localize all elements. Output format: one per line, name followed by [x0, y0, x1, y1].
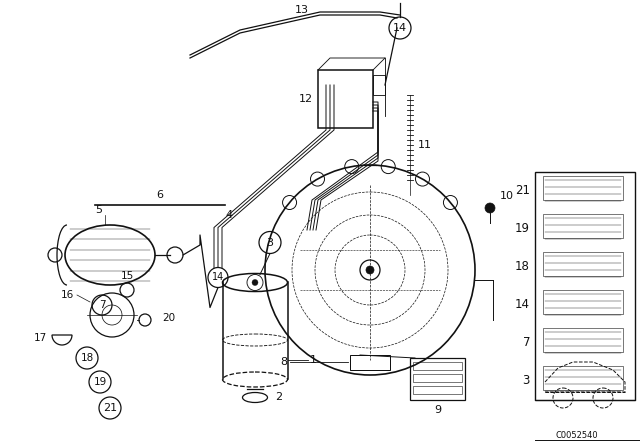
- Text: 4: 4: [225, 210, 232, 220]
- Text: 18: 18: [515, 259, 530, 272]
- Text: 1: 1: [310, 355, 317, 365]
- Text: 8: 8: [280, 357, 287, 367]
- Circle shape: [485, 203, 495, 213]
- Text: 17: 17: [34, 333, 47, 343]
- Text: 19: 19: [515, 221, 530, 234]
- Bar: [543, 366, 623, 390]
- Bar: [543, 290, 623, 314]
- Text: 12: 12: [299, 94, 313, 104]
- Circle shape: [366, 266, 374, 274]
- Text: 10: 10: [500, 191, 514, 201]
- Text: 9: 9: [434, 405, 441, 415]
- Text: 21: 21: [515, 184, 530, 197]
- Bar: [373, 75, 385, 95]
- Text: 20: 20: [162, 313, 175, 323]
- Bar: [543, 176, 623, 200]
- Text: 7: 7: [99, 300, 106, 310]
- Bar: [413, 386, 462, 394]
- Text: 18: 18: [81, 353, 93, 363]
- Bar: [413, 362, 462, 370]
- Circle shape: [252, 280, 258, 285]
- Text: 11: 11: [418, 140, 432, 150]
- Bar: [410, 358, 465, 400]
- Text: 2: 2: [275, 392, 282, 402]
- Text: 7: 7: [522, 336, 530, 349]
- Text: 15: 15: [120, 271, 134, 281]
- Text: 21: 21: [103, 403, 117, 413]
- Text: 5: 5: [95, 205, 102, 215]
- Text: 3: 3: [523, 374, 530, 387]
- Bar: [350, 355, 390, 370]
- Text: 14: 14: [393, 23, 407, 33]
- Bar: [543, 328, 623, 352]
- Bar: [413, 374, 462, 382]
- Text: 14: 14: [212, 272, 224, 283]
- Text: 3: 3: [266, 237, 273, 247]
- Bar: [535, 172, 635, 400]
- Text: 13: 13: [295, 5, 309, 15]
- Bar: [543, 252, 623, 276]
- Text: 14: 14: [515, 297, 530, 310]
- Bar: [543, 214, 623, 238]
- Text: 6: 6: [157, 190, 163, 200]
- Bar: [318, 70, 373, 128]
- Text: C0052540: C0052540: [555, 431, 598, 439]
- Text: 16: 16: [61, 290, 74, 300]
- Text: 19: 19: [93, 377, 107, 387]
